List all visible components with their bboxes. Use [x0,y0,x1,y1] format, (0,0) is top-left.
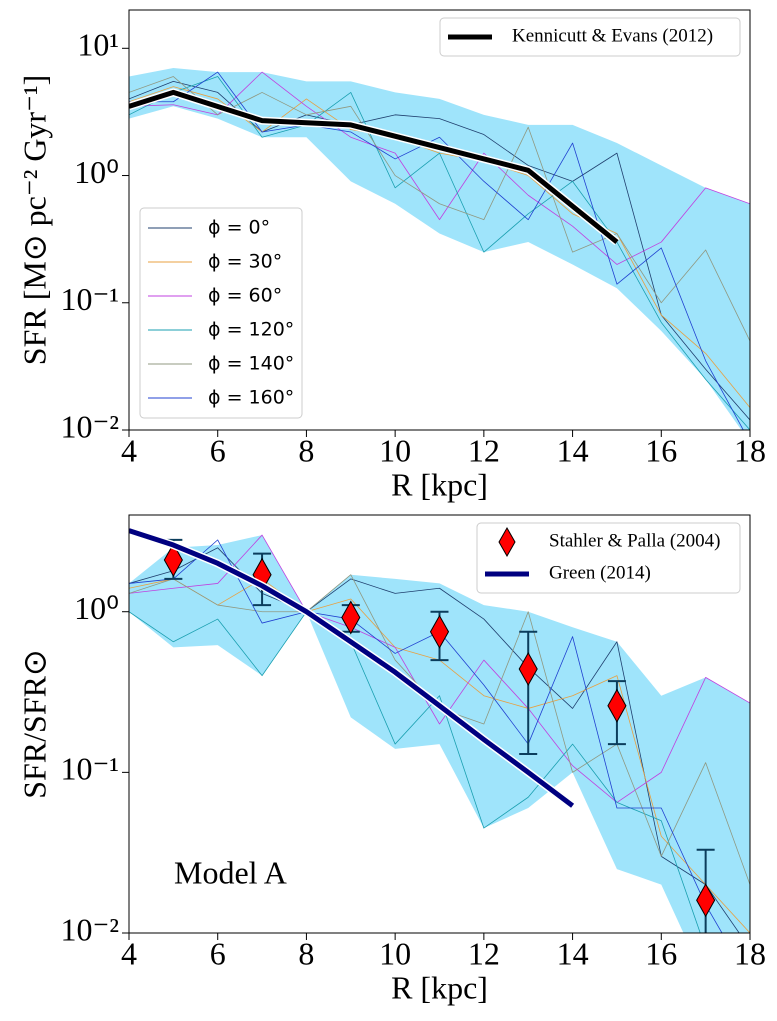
x-tick-label: 10 [379,935,411,971]
legend-label: ϕ = 160° [208,387,294,409]
x-tick-label: 4 [121,432,137,468]
y-tick-label: 10⁰ [74,590,119,626]
y-tick-label: 10¹ [77,27,119,63]
legend-label: ϕ = 0° [208,217,270,239]
y-tick-label: 10⁻² [61,408,119,444]
diamond-marker [163,542,183,577]
x-tick-label: 16 [645,432,677,468]
x-axis-label: R [kpc] [391,969,488,1005]
series-line [129,71,750,265]
legend-box [476,522,741,594]
x-tick-label: 16 [645,935,677,971]
series-line [129,89,619,245]
x-tick-label: 6 [210,432,226,468]
series-line [129,71,744,430]
plot-frame [128,9,751,431]
annotation: Model A [174,854,287,890]
x-tick-label: 18 [734,935,766,971]
series-line [129,611,701,933]
legend-label: ϕ = 140° [208,353,294,375]
legend-label: ϕ = 60° [208,285,282,307]
series-line [129,528,575,808]
y-axis-label: SFR/SFR⊙ [16,649,52,799]
legend-box [439,17,741,57]
diamond-marker [341,600,361,635]
range-band [129,68,750,430]
y-tick-label: 10⁻² [61,911,119,947]
x-tick-label: 18 [734,432,766,468]
x-tick-label: 10 [379,432,411,468]
x-tick-label: 6 [210,935,226,971]
y-tick-label: 10⁻¹ [61,751,119,787]
legend-label: ϕ = 120° [208,319,294,341]
legend-box [139,207,303,419]
diamond-marker [607,688,627,723]
series-line [129,76,750,430]
x-tick-label: 12 [468,935,500,971]
x-tick-label: 8 [298,935,314,971]
x-axis-label: R [kpc] [391,466,488,502]
y-tick-label: 10⁰ [74,154,119,190]
legend-label: Green (2014) [549,562,651,583]
range-band [129,535,750,933]
plot-area [129,68,750,430]
series-line [129,547,740,933]
x-tick-label: 14 [557,432,589,468]
x-tick-label: 4 [121,935,137,971]
plot-frame [128,514,751,934]
legend-marker [498,526,516,558]
diamond-marker [696,883,716,918]
legend-label: ϕ = 30° [208,251,282,273]
x-tick-label: 12 [468,432,500,468]
series-line [129,80,750,421]
plot-area [129,526,750,933]
legend-label: Kennicutt & Evans (2012) [512,25,713,46]
y-axis-label: SFR [M⊙ pc⁻² Gyr⁻¹] [16,75,52,365]
diamond-marker [429,614,450,649]
x-tick-label: 8 [298,432,314,468]
legend-label: Stahler & Palla (2004) [549,530,721,551]
y-tick-label: 10⁻¹ [61,281,119,317]
diamond-marker [518,651,538,687]
x-tick-label: 14 [557,935,589,971]
